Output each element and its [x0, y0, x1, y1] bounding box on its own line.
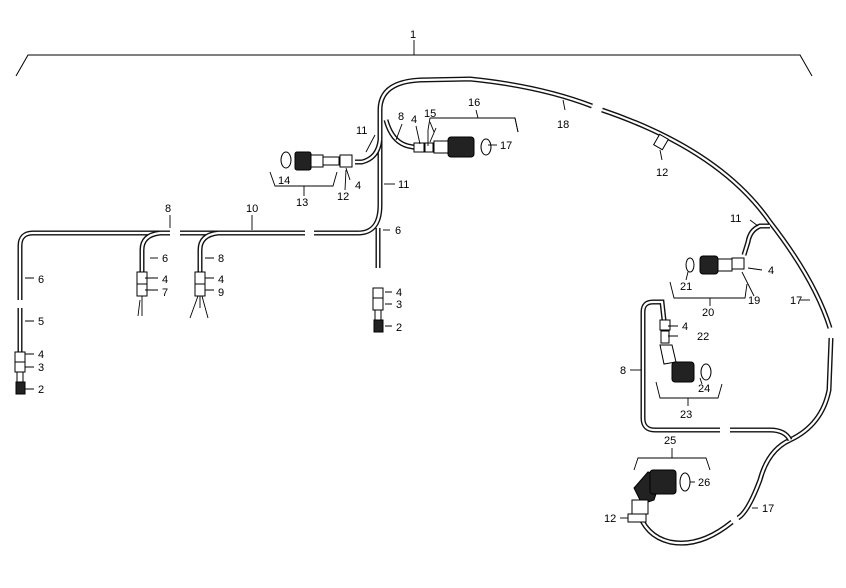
callout-24: 24 [698, 383, 710, 395]
callout-11: 11 [398, 179, 409, 191]
callout-4: 4 [682, 321, 688, 333]
callout-23: 23 [680, 409, 692, 421]
sensor-7 [136, 271, 148, 317]
connector-20 [685, 255, 745, 275]
callout-12: 12 [656, 167, 668, 179]
callout-4: 4 [38, 349, 44, 361]
callout-22: 22 [697, 331, 709, 343]
callout-8: 8 [398, 111, 404, 123]
callout-4: 4 [768, 265, 774, 277]
connector-16 [413, 136, 492, 158]
callout-10: 10 [246, 203, 258, 215]
sensor-center [372, 287, 384, 333]
callout-5: 5 [38, 316, 44, 328]
callout-13: 13 [296, 197, 308, 209]
callout-6: 6 [38, 274, 44, 286]
sensor-9 [189, 271, 209, 319]
connector-25 [627, 469, 691, 523]
callout-4: 4 [355, 180, 361, 192]
callout-17: 17 [790, 295, 802, 307]
callout-4: 4 [162, 274, 168, 286]
callout-11: 11 [730, 213, 741, 225]
callout-17: 17 [500, 140, 512, 152]
callout-1: 1 [410, 29, 416, 41]
sensor-left [14, 351, 26, 395]
callout-2: 2 [396, 322, 402, 334]
harness-tubes [17, 76, 834, 546]
callout-labels: 1 16 11 8 4 15 17 18 14 13 12 4 11 12 8 … [38, 29, 802, 525]
callout-6: 6 [162, 253, 168, 265]
callout-12: 12 [604, 513, 616, 525]
callout-18: 18 [557, 119, 569, 131]
assembly-bracket [15, 40, 813, 77]
callout-11: 11 [356, 125, 367, 137]
leader-lines [25, 99, 810, 519]
callout-3: 3 [396, 299, 402, 311]
connector-23 [659, 319, 712, 383]
callout-6: 6 [395, 225, 401, 237]
callout-21: 21 [680, 281, 692, 293]
callout-19: 19 [748, 295, 760, 307]
connector-13 [280, 151, 353, 171]
callout-8: 8 [218, 253, 224, 265]
callout-25: 25 [664, 435, 676, 447]
callout-8: 8 [620, 365, 626, 377]
callout-15: 15 [424, 108, 436, 120]
callout-9: 9 [218, 287, 224, 299]
callout-14: 14 [278, 175, 290, 187]
callout-7: 7 [162, 287, 168, 299]
callout-26: 26 [698, 477, 710, 489]
callout-4: 4 [396, 287, 402, 299]
callout-8: 8 [165, 203, 171, 215]
callout-20: 20 [702, 307, 714, 319]
callout-16: 16 [468, 97, 480, 109]
callout-4: 4 [218, 274, 224, 286]
callout-12: 12 [337, 191, 349, 203]
callout-17: 17 [762, 503, 774, 515]
splice-marks [652, 133, 670, 151]
callout-2: 2 [38, 384, 44, 396]
callout-3: 3 [38, 362, 44, 374]
callout-4: 4 [411, 114, 417, 126]
